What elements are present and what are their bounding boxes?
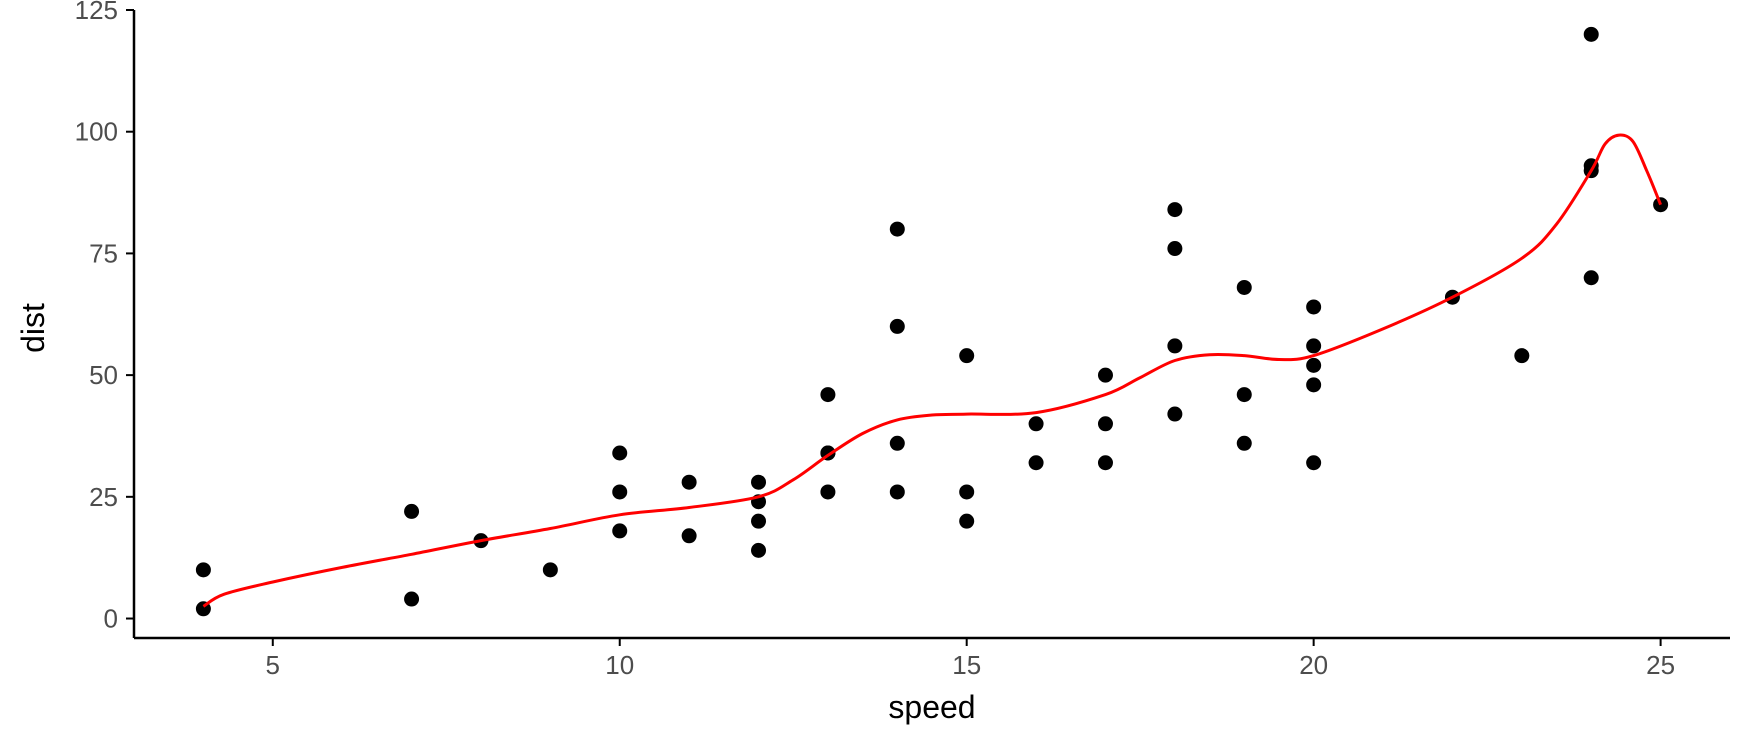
data-point xyxy=(1653,197,1669,213)
x-tick-label: 25 xyxy=(1646,650,1675,680)
y-tick-label: 75 xyxy=(89,238,118,268)
data-point xyxy=(820,387,836,403)
data-point xyxy=(1306,377,1322,393)
data-point xyxy=(1306,338,1322,354)
data-point xyxy=(1097,455,1113,471)
data-point xyxy=(1167,406,1183,422)
x-tick-label: 10 xyxy=(605,650,634,680)
y-axis: 0 25 50 75 100 125 xyxy=(75,0,136,638)
data-point xyxy=(681,474,697,490)
data-point xyxy=(751,542,767,558)
x-tick-label: 5 xyxy=(266,650,280,680)
data-point xyxy=(1236,387,1252,403)
y-tick-label: 125 xyxy=(75,0,118,25)
plot-area xyxy=(195,26,1669,617)
x-tick-label: 20 xyxy=(1299,650,1328,680)
data-point xyxy=(959,484,975,500)
data-point xyxy=(404,503,420,519)
data-point xyxy=(889,318,905,334)
y-tick-label: 25 xyxy=(89,482,118,512)
y-tick-label: 0 xyxy=(104,604,118,634)
data-point xyxy=(1583,26,1599,42)
x-axis-title: speed xyxy=(888,689,975,725)
data-point xyxy=(1028,455,1044,471)
data-point xyxy=(542,562,558,578)
smooth-trend-line xyxy=(202,133,1662,608)
data-point xyxy=(1306,357,1322,373)
data-point xyxy=(1514,348,1530,364)
data-point xyxy=(1097,416,1113,432)
data-point xyxy=(681,528,697,544)
y-axis-title: dist xyxy=(15,303,51,353)
data-point xyxy=(1028,416,1044,432)
x-tick-label: 15 xyxy=(952,650,981,680)
data-point xyxy=(1097,367,1113,383)
data-point xyxy=(1236,435,1252,451)
data-point xyxy=(1167,202,1183,218)
data-point xyxy=(889,484,905,500)
x-axis: 5 10 15 20 25 xyxy=(134,636,1730,680)
data-point xyxy=(751,474,767,490)
data-point xyxy=(1236,279,1252,295)
data-point xyxy=(959,513,975,529)
data-point xyxy=(1583,270,1599,286)
data-point xyxy=(1306,455,1322,471)
data-point xyxy=(959,348,975,364)
data-point xyxy=(889,435,905,451)
data-point xyxy=(404,591,420,607)
data-point xyxy=(195,562,211,578)
data-point xyxy=(889,221,905,237)
data-point xyxy=(1167,241,1183,257)
data-point xyxy=(1167,338,1183,354)
y-tick-label: 100 xyxy=(75,117,118,147)
y-tick-label: 50 xyxy=(89,360,118,390)
data-point xyxy=(612,484,628,500)
data-point xyxy=(612,523,628,539)
data-point xyxy=(751,513,767,529)
data-point xyxy=(1306,299,1322,315)
data-point xyxy=(820,484,836,500)
data-point xyxy=(612,445,628,461)
